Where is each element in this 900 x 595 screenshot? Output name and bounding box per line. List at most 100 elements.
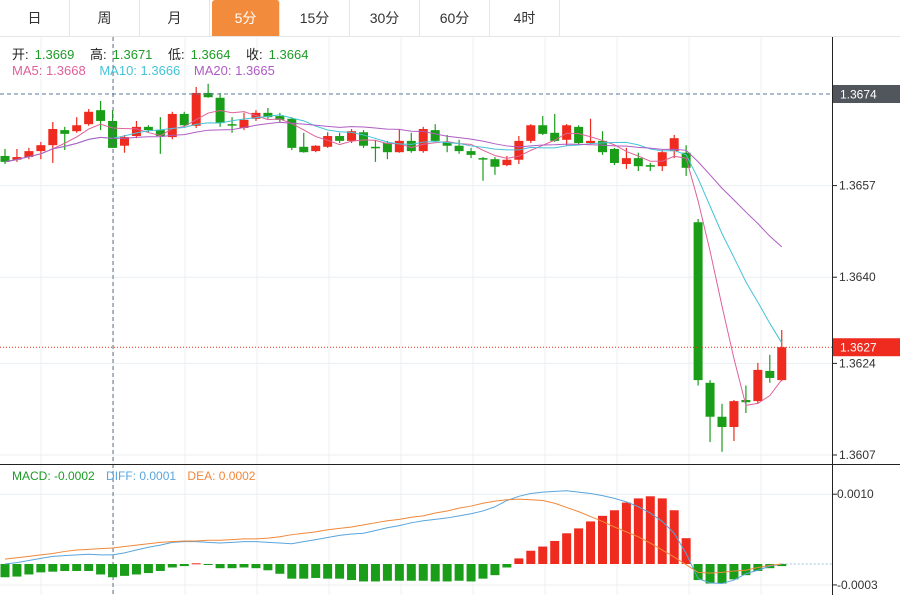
ma20-line bbox=[4, 121, 783, 248]
candle-down bbox=[275, 116, 285, 120]
macd-bar bbox=[406, 564, 416, 581]
macd-bar bbox=[60, 564, 70, 571]
macd-bar bbox=[203, 564, 213, 565]
tab-month[interactable]: 月 bbox=[140, 0, 210, 36]
candle-down bbox=[0, 155, 10, 162]
macd-bar bbox=[108, 564, 118, 578]
period-tabs: 日 周 月 5分 15分 30分 60分 4时 bbox=[0, 0, 900, 37]
macd-bar bbox=[442, 564, 452, 582]
candle-down bbox=[574, 126, 584, 144]
macd-bar bbox=[0, 564, 10, 578]
candle-down bbox=[693, 222, 703, 381]
macd-bar bbox=[155, 564, 165, 571]
last-price-label-bg bbox=[833, 338, 900, 357]
macd-tick-label: 0.0010 bbox=[837, 487, 874, 501]
candle-down bbox=[96, 110, 106, 121]
macd-bar bbox=[621, 502, 631, 564]
macd-bar bbox=[717, 564, 727, 584]
low-value: 1.3664 bbox=[190, 47, 231, 62]
candle-down bbox=[263, 112, 273, 118]
candle-up bbox=[586, 140, 596, 144]
ma20-value: MA20: 1.3665 bbox=[193, 63, 275, 78]
candle-up bbox=[24, 151, 34, 158]
grid bbox=[0, 37, 832, 595]
candle-down bbox=[60, 130, 70, 134]
candle-up bbox=[72, 125, 82, 132]
candle-down bbox=[478, 158, 488, 160]
macd-bar bbox=[645, 496, 655, 564]
candle-down bbox=[454, 145, 464, 152]
macd-bar bbox=[179, 564, 189, 567]
candle-up bbox=[729, 401, 739, 427]
candle-up bbox=[323, 136, 333, 147]
macd-bar bbox=[490, 564, 500, 576]
macd-bar bbox=[514, 558, 524, 564]
ma10-value: MA10: 1.3666 bbox=[99, 63, 181, 78]
macd-bar bbox=[167, 564, 177, 568]
candle-up bbox=[562, 125, 572, 140]
ma5-line bbox=[4, 109, 783, 407]
candle-up bbox=[657, 152, 667, 167]
candle-down bbox=[299, 146, 309, 153]
macd-pane bbox=[0, 490, 832, 585]
candle-up bbox=[777, 347, 787, 381]
price-tick-label: 1.3640 bbox=[839, 270, 876, 284]
candle-down bbox=[717, 416, 727, 427]
macd-bar bbox=[669, 510, 679, 564]
last-price-label: 1.3627 bbox=[840, 341, 877, 355]
macd-bar bbox=[574, 528, 584, 564]
high-label: 高: bbox=[90, 47, 107, 62]
tab-day[interactable]: 日 bbox=[0, 0, 70, 36]
macd-bar bbox=[478, 564, 488, 579]
macd-bar bbox=[382, 564, 392, 581]
tab-5min[interactable]: 5分 bbox=[212, 0, 280, 36]
macd-bar bbox=[84, 564, 94, 571]
low-label: 低: bbox=[168, 47, 185, 62]
candle-down bbox=[466, 151, 476, 155]
candle-up bbox=[167, 113, 177, 138]
ma10-line bbox=[4, 114, 783, 344]
price-axis: 1.3657 1.3640 1.3624 1.3607 0.0010 -0.0003 1.3… bbox=[0, 37, 900, 595]
candle-up bbox=[48, 129, 58, 146]
candle-up bbox=[753, 369, 763, 402]
tab-60min[interactable]: 60分 bbox=[420, 0, 490, 36]
macd-bar bbox=[263, 564, 273, 571]
macd-value: MACD: -0.0002 bbox=[12, 469, 95, 483]
tab-week[interactable]: 周 bbox=[70, 0, 140, 36]
price-tick-label: 1.3607 bbox=[839, 448, 876, 462]
macd-readout: MACD: -0.0002 DIFF: 0.0001 DEA: 0.0002 bbox=[12, 469, 261, 483]
tab-4hour[interactable]: 4时 bbox=[490, 0, 560, 36]
candle-down bbox=[538, 125, 548, 134]
macd-bar bbox=[609, 510, 619, 564]
close-value: 1.3664 bbox=[268, 47, 309, 62]
macd-bar bbox=[681, 538, 691, 564]
open-value: 1.3669 bbox=[34, 47, 75, 62]
candle-down bbox=[406, 140, 416, 152]
candle-down bbox=[335, 136, 345, 141]
macd-bar bbox=[215, 564, 225, 569]
candle-down bbox=[765, 370, 775, 378]
candle-up bbox=[84, 111, 94, 125]
candle-down bbox=[179, 113, 189, 126]
macd-bar bbox=[454, 564, 464, 581]
candle-up bbox=[311, 145, 321, 152]
macd-bar bbox=[227, 564, 237, 569]
candle-down bbox=[645, 165, 655, 167]
candle-down bbox=[227, 124, 237, 126]
dea-line bbox=[4, 498, 782, 574]
diff-value: DIFF: 0.0001 bbox=[106, 469, 177, 483]
tab-30min[interactable]: 30分 bbox=[350, 0, 420, 36]
macd-bar bbox=[24, 564, 34, 575]
tab-15min[interactable]: 15分 bbox=[280, 0, 350, 36]
macd-bar bbox=[538, 546, 548, 564]
macd-bar bbox=[466, 564, 476, 582]
ma-readout: MA5: 1.3668 MA10: 1.3666 MA20: 1.3665 bbox=[12, 63, 281, 78]
candle-up bbox=[12, 157, 22, 160]
macd-bar bbox=[12, 564, 22, 577]
macd-bar bbox=[299, 564, 309, 579]
macd-bar bbox=[120, 564, 129, 576]
candle-up bbox=[418, 129, 428, 152]
candlestick-pane bbox=[0, 37, 832, 595]
close-label: 收: bbox=[246, 47, 263, 62]
